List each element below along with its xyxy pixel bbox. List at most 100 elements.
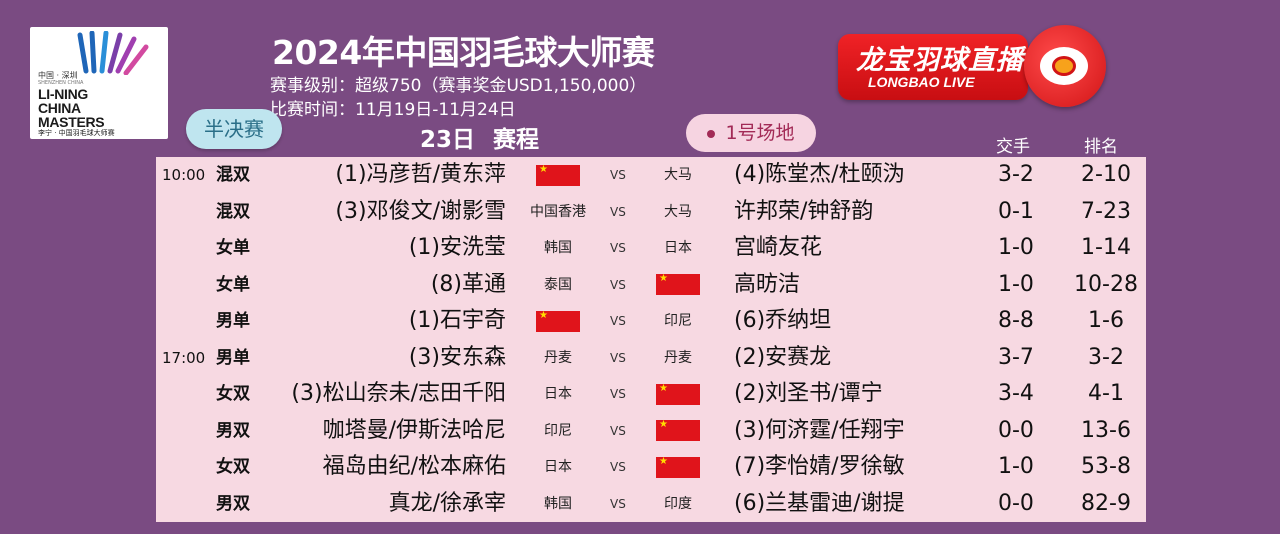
head-to-head: 3-2 bbox=[998, 162, 1034, 187]
live-badge-en: LONGBAO LIVE bbox=[868, 74, 975, 90]
ranking: 4-1 bbox=[1088, 381, 1124, 406]
ranking: 2-10 bbox=[1081, 162, 1131, 187]
schedule-label: 赛程 bbox=[493, 127, 540, 153]
shuttle-fan-icon bbox=[77, 31, 149, 75]
match-time: 17:00 bbox=[162, 348, 206, 367]
vs-label: VS bbox=[610, 496, 626, 511]
ranking: 13-6 bbox=[1081, 417, 1131, 443]
vs-label: VS bbox=[610, 168, 626, 182]
vs-label: VS bbox=[610, 460, 626, 474]
head-to-head: 3-7 bbox=[998, 344, 1034, 370]
right-country: 丹麦 bbox=[664, 349, 692, 366]
left-country: 韩国 bbox=[544, 495, 572, 512]
head-to-head: 0-1 bbox=[998, 198, 1034, 224]
left-player: (1)冯彦哲/黄东萍 bbox=[335, 162, 506, 187]
match-table: 10:00 混双 (1)冯彦哲/黄东萍 VS 大马 (4)陈堂杰/杜颐沩 3-2 2-10 混双… bbox=[156, 157, 1146, 522]
eye-white bbox=[1040, 47, 1088, 85]
logo-city-en: SHENZHEN CHINA bbox=[38, 80, 84, 86]
match-event: 男单 bbox=[216, 347, 250, 368]
left-country-flag-icon bbox=[526, 157, 590, 194]
right-player: (6)乔纳坦 bbox=[734, 308, 832, 333]
left-player: (3)邓俊文/谢影雪 bbox=[335, 198, 506, 224]
right-player: 许邦荣/钟舒韵 bbox=[734, 198, 874, 224]
vs-label: VS bbox=[610, 277, 626, 292]
right-player: (2)安赛龙 bbox=[734, 344, 832, 370]
ranking: 10-28 bbox=[1074, 271, 1138, 297]
left-player: (3)松山奈未/志田千阳 bbox=[291, 381, 506, 406]
court-label: 1号场地 bbox=[725, 122, 795, 144]
right-country-flag-icon bbox=[646, 413, 710, 450]
china-flag-icon bbox=[656, 383, 700, 405]
left-player: (1)石宇奇 bbox=[408, 308, 506, 333]
china-flag-icon bbox=[656, 419, 700, 441]
table-row: 男双 真龙/徐承宰 韩国 VS 印度 (6)兰基雷迪/谢提 0-0 82-9 bbox=[156, 486, 1146, 523]
head-to-head: 1-0 bbox=[998, 454, 1034, 479]
right-country-flag-icon bbox=[646, 267, 710, 304]
vs-label: VS bbox=[610, 387, 626, 401]
match-event: 女双 bbox=[216, 457, 250, 477]
right-country-flag-icon bbox=[646, 449, 710, 486]
match-event: 混双 bbox=[216, 201, 250, 222]
right-country: 印度 bbox=[664, 495, 692, 512]
match-event: 女单 bbox=[216, 238, 250, 258]
court-dot-icon bbox=[707, 129, 716, 138]
ranking: 53-8 bbox=[1081, 454, 1131, 479]
live-badge-cn: 龙宝羽球直播 bbox=[856, 45, 1024, 76]
event-level: 赛事级别：超级750（赛事奖金USD1,150,000） bbox=[270, 76, 647, 96]
left-player: (1)安洗莹 bbox=[408, 235, 506, 260]
day-heading: 23日 赛程 bbox=[420, 120, 539, 154]
day-label: 23日 bbox=[420, 127, 476, 153]
logo-line3: MASTERS bbox=[38, 114, 105, 130]
right-player: (6)兰基雷迪/谢提 bbox=[734, 490, 905, 516]
left-player: (8)革通 bbox=[430, 271, 506, 297]
ranking: 1-6 bbox=[1088, 308, 1124, 333]
table-row: 女双 福岛由纪/松本麻佑 日本 VS (7)李怡婧/罗徐敏 1-0 53-8 bbox=[156, 449, 1146, 486]
round-badge: 半决赛 bbox=[186, 109, 282, 149]
left-country: 印尼 bbox=[544, 422, 572, 439]
left-player: 真龙/徐承宰 bbox=[388, 490, 506, 516]
court-badge: 1号场地 bbox=[686, 114, 816, 152]
right-player: 宫崎友花 bbox=[734, 235, 823, 260]
left-country: 丹麦 bbox=[544, 349, 572, 366]
left-player: 福岛由纪/松本麻佑 bbox=[322, 454, 506, 479]
page-title: 2024年中国羽毛球大师赛 bbox=[272, 33, 655, 72]
logo-line2: CHINA bbox=[38, 100, 81, 116]
logo-line1: LI-NING bbox=[38, 86, 89, 102]
right-country: 日本 bbox=[664, 240, 692, 256]
left-country: 中国香港 bbox=[530, 203, 586, 220]
china-flag-icon bbox=[656, 456, 700, 478]
eye-pupil bbox=[1052, 56, 1076, 76]
table-row: 女单 (1)安洗莹 韩国 VS 日本 宫崎友花 1-0 1-14 bbox=[156, 230, 1146, 267]
left-country-flag-icon bbox=[526, 303, 590, 340]
head-to-head: 0-0 bbox=[998, 417, 1034, 443]
table-row: 男双 咖塔曼/伊斯法哈尼 印尼 VS (3)何济霆/任翔宇 0-0 13-6 bbox=[156, 413, 1146, 450]
eye-logo-icon bbox=[1024, 25, 1106, 107]
table-row: 女双 (3)松山奈未/志田千阳 日本 VS (2)刘圣书/谭宁 3-4 4-1 bbox=[156, 376, 1146, 413]
china-flag-icon bbox=[656, 273, 700, 295]
left-player: 咖塔曼/伊斯法哈尼 bbox=[322, 417, 506, 443]
left-country: 日本 bbox=[544, 386, 572, 402]
table-row: 混双 (3)邓俊文/谢影雪 中国香港 VS 大马 许邦荣/钟舒韵 0-1 7-23 bbox=[156, 194, 1146, 231]
right-player: (7)李怡婧/罗徐敏 bbox=[734, 454, 905, 479]
match-event: 男单 bbox=[216, 311, 250, 331]
right-country: 大马 bbox=[664, 203, 692, 220]
head-to-head: 0-0 bbox=[998, 490, 1034, 516]
head-to-head: 1-0 bbox=[998, 271, 1034, 297]
tournament-logo: 中国 · 深圳 SHENZHEN CHINA LI-NING CHINA MAS… bbox=[30, 27, 168, 139]
vs-label: VS bbox=[610, 350, 626, 365]
right-player: (4)陈堂杰/杜颐沩 bbox=[734, 162, 905, 187]
event-dates: 比赛时间：11月19日-11月24日 bbox=[270, 100, 516, 120]
match-event: 女双 bbox=[216, 384, 250, 404]
ranking: 7-23 bbox=[1081, 198, 1131, 224]
right-country-flag-icon bbox=[646, 376, 710, 413]
table-row: 男单 (1)石宇奇 VS 印尼 (6)乔纳坦 8-8 1-6 bbox=[156, 303, 1146, 340]
right-country: 印尼 bbox=[664, 313, 692, 329]
right-player: 高昉洁 bbox=[734, 271, 801, 297]
table-row: 17:00 男单 (3)安东森 丹麦 VS 丹麦 (2)安赛龙 3-7 3-2 bbox=[156, 340, 1146, 377]
ranking: 1-14 bbox=[1081, 235, 1131, 260]
china-flag-icon bbox=[536, 164, 580, 186]
head-to-head: 3-4 bbox=[998, 381, 1034, 406]
column-rank-header: 排名 bbox=[1084, 137, 1118, 157]
match-event: 男双 bbox=[216, 420, 250, 441]
match-event: 男双 bbox=[216, 493, 250, 514]
